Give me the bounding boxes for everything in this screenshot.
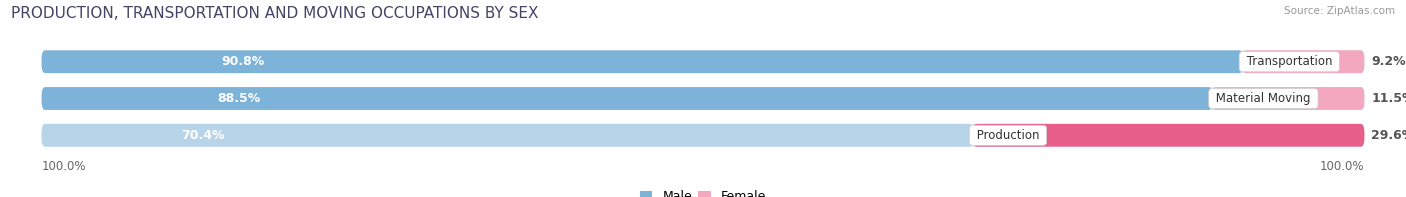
- Text: Source: ZipAtlas.com: Source: ZipAtlas.com: [1284, 6, 1395, 16]
- Text: PRODUCTION, TRANSPORTATION AND MOVING OCCUPATIONS BY SEX: PRODUCTION, TRANSPORTATION AND MOVING OC…: [11, 6, 538, 21]
- FancyBboxPatch shape: [973, 124, 1364, 147]
- Text: Transportation: Transportation: [1243, 55, 1336, 68]
- FancyBboxPatch shape: [42, 87, 1364, 110]
- FancyBboxPatch shape: [42, 50, 1243, 73]
- Text: 70.4%: 70.4%: [181, 129, 225, 142]
- Text: 11.5%: 11.5%: [1371, 92, 1406, 105]
- Text: Production: Production: [973, 129, 1043, 142]
- FancyBboxPatch shape: [42, 124, 1364, 147]
- Text: 88.5%: 88.5%: [217, 92, 260, 105]
- FancyBboxPatch shape: [42, 124, 973, 147]
- FancyBboxPatch shape: [42, 50, 1364, 73]
- FancyBboxPatch shape: [42, 87, 1212, 110]
- Text: 100.0%: 100.0%: [1320, 160, 1364, 173]
- Text: 90.8%: 90.8%: [222, 55, 264, 68]
- Text: 9.2%: 9.2%: [1371, 55, 1406, 68]
- Legend: Male, Female: Male, Female: [636, 185, 770, 197]
- Text: 100.0%: 100.0%: [42, 160, 86, 173]
- Text: 29.6%: 29.6%: [1371, 129, 1406, 142]
- FancyBboxPatch shape: [1243, 50, 1364, 73]
- Text: Material Moving: Material Moving: [1212, 92, 1315, 105]
- FancyBboxPatch shape: [1212, 87, 1364, 110]
